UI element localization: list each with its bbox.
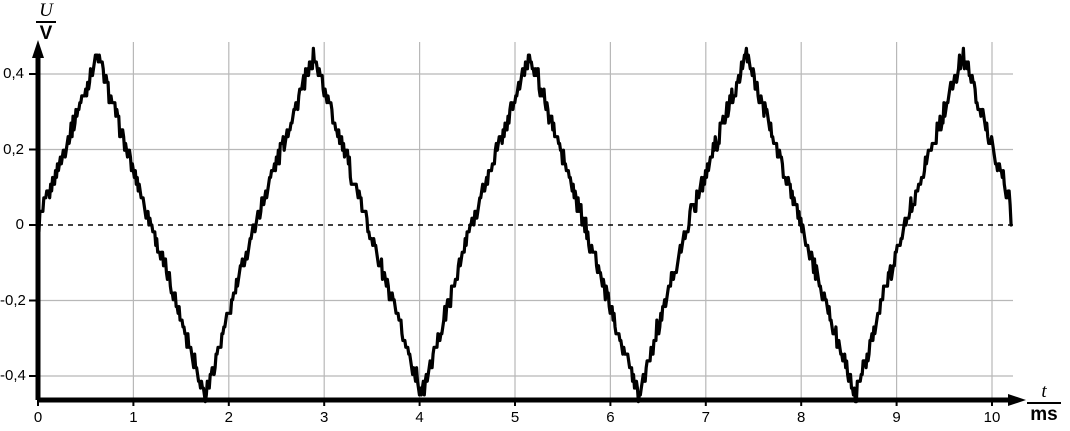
axis-ticks (29, 73, 993, 406)
voltage-waveform-line (36, 46, 1013, 404)
data-series-voltage (36, 46, 1013, 404)
axis-lines (32, 40, 1026, 406)
x-axis-tick-label: 3 (320, 409, 329, 426)
x-axis-label: t ms (1022, 382, 1066, 424)
y-axis-tick-label: 0 (15, 216, 24, 233)
x-axis-tick-label: 6 (606, 409, 615, 426)
y-axis-tick-label: 0,2 (3, 140, 24, 158)
x-axis-label-fraction-bar (1027, 402, 1061, 404)
x-axis-tick-label: 5 (510, 409, 520, 426)
x-axis-tick-label: 9 (892, 409, 901, 426)
x-axis-tick-label: 1 (129, 409, 138, 426)
y-axis-label-fraction-bar (36, 21, 56, 23)
y-axis-label-numerator: U (39, 0, 53, 21)
x-axis-arrow-icon (1008, 394, 1026, 406)
x-axis-tick-label: 8 (797, 409, 806, 426)
x-axis-label-numerator: t (1041, 381, 1047, 402)
x-axis-tick-label: 4 (415, 409, 424, 426)
y-axis-label: U V (24, 1, 68, 43)
x-axis-tick-label: 10 (983, 409, 1001, 426)
x-axis-tick-label: 0 (33, 409, 43, 426)
y-axis-tick-label: -0,2 (0, 291, 26, 309)
y-axis-label-denominator: V (39, 23, 53, 44)
y-axis-tick-label: 0,4 (3, 65, 24, 82)
gridlines-vertical (132, 42, 993, 400)
y-axis-arrow-icon (32, 40, 44, 58)
y-axis-tick-label: -0,4 (0, 367, 26, 384)
x-axis-label-denominator: ms (1030, 404, 1058, 425)
x-axis-tick-label: 2 (224, 409, 233, 426)
x-axis-tick-label: 7 (701, 409, 710, 426)
